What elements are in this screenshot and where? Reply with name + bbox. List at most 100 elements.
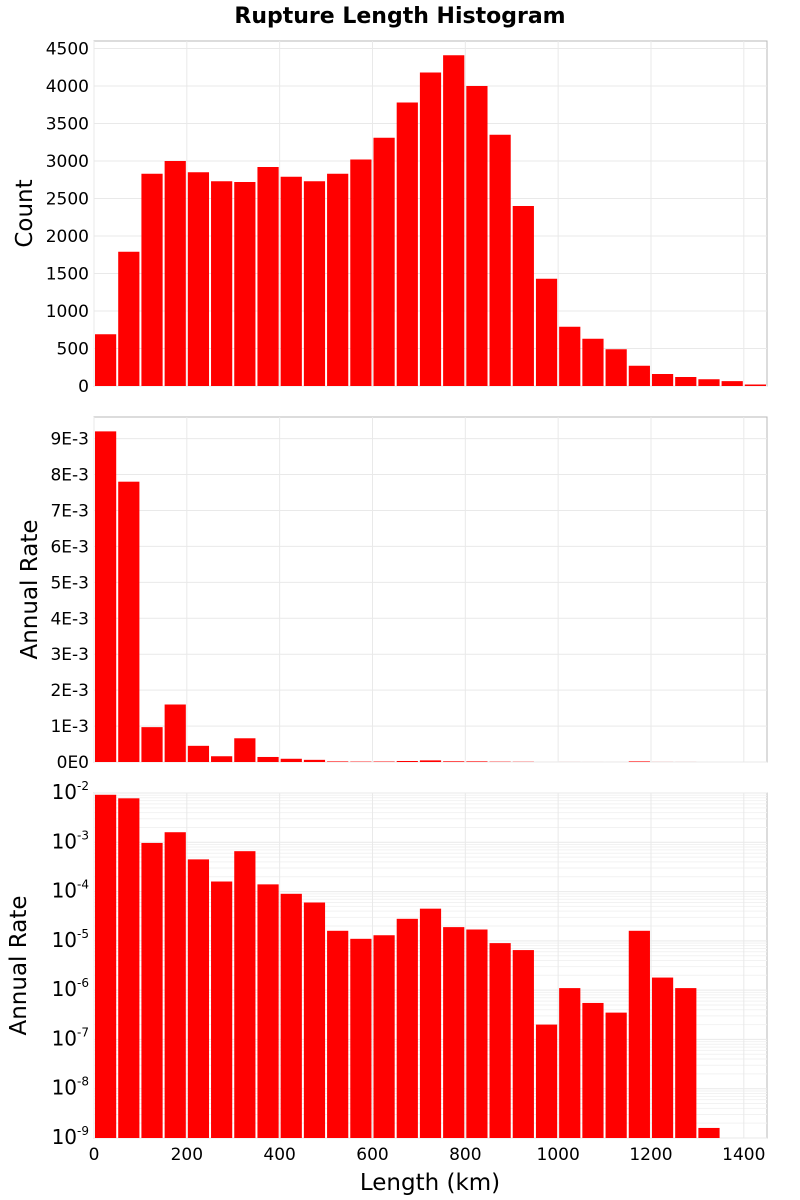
y-tick-label-annual-rate-log: 10-4 — [52, 878, 89, 903]
y-tick-label-annual-rate-log: 10-9 — [52, 1124, 89, 1149]
bar-count-950 — [535, 278, 558, 386]
bar-annual-rate-linear-200 — [187, 745, 210, 762]
bar-count-0 — [95, 334, 117, 386]
bar-annual-rate-linear-50 — [118, 481, 140, 762]
bar-count-900 — [512, 206, 534, 386]
x-axis-label: Length (km) — [360, 1170, 500, 1196]
bar-count-650 — [396, 102, 418, 386]
y-tick-label-annual-rate-log: 10-5 — [52, 927, 89, 952]
bar-annual-rate-log-700 — [419, 908, 442, 1138]
chart-title: Rupture Length Histogram — [234, 4, 565, 29]
y-tick-label-count: 0 — [78, 377, 89, 397]
bar-annual-rate-log-1250 — [675, 988, 697, 1138]
bar-count-150 — [164, 161, 186, 386]
y-tick-label-annual-rate-linear: 2E-3 — [50, 681, 89, 701]
bar-annual-rate-linear-0 — [95, 431, 117, 762]
bar-annual-rate-linear-800 — [466, 761, 488, 762]
y-axis-label-annual-rate-linear: Annual Rate — [17, 520, 43, 660]
bar-annual-rate-log-450 — [303, 902, 326, 1138]
y-tick-label-annual-rate-linear: 7E-3 — [50, 501, 89, 521]
bar-count-600 — [373, 137, 395, 386]
y-axis-label-annual-rate-log: Annual Rate — [6, 896, 32, 1036]
bar-annual-rate-log-0 — [95, 794, 117, 1138]
y-tick-label-annual-rate-linear: 6E-3 — [50, 537, 89, 557]
bar-count-1000 — [559, 326, 581, 386]
bar-count-300 — [234, 182, 256, 386]
y-tick-label-annual-rate-linear: 4E-3 — [50, 609, 89, 629]
bar-annual-rate-log-1100 — [605, 1012, 627, 1138]
bar-count-1250 — [675, 377, 697, 386]
bar-annual-rate-linear-350 — [257, 756, 279, 762]
y-tick-label-annual-rate-linear: 9E-3 — [50, 430, 89, 450]
x-tick-label: 600 — [356, 1145, 388, 1165]
bar-count-250 — [211, 181, 233, 386]
y-tick-label-annual-rate-log: 10-3 — [52, 828, 89, 853]
bar-annual-rate-linear-750 — [443, 761, 465, 762]
x-tick-label: 200 — [171, 1145, 203, 1165]
bar-annual-rate-linear-1150 — [628, 761, 650, 762]
bar-annual-rate-linear-650 — [396, 760, 418, 762]
bar-count-750 — [443, 55, 465, 386]
x-tick-label: 1200 — [629, 1145, 672, 1165]
bar-annual-rate-log-950 — [535, 1024, 558, 1138]
bar-count-450 — [303, 181, 326, 386]
x-tick-label: 400 — [263, 1145, 295, 1165]
bar-count-100 — [141, 173, 163, 386]
bar-annual-rate-log-250 — [211, 881, 233, 1138]
bar-annual-rate-log-500 — [327, 930, 349, 1138]
bar-annual-rate-log-300 — [234, 851, 256, 1138]
bar-annual-rate-log-600 — [373, 935, 395, 1138]
y-tick-label-annual-rate-linear: 0E0 — [57, 753, 89, 773]
bar-count-200 — [187, 172, 210, 386]
bar-count-350 — [257, 167, 279, 386]
bar-annual-rate-log-200 — [187, 859, 210, 1138]
bar-count-800 — [466, 86, 488, 386]
x-tick-label: 1000 — [537, 1145, 580, 1165]
bar-annual-rate-log-850 — [489, 943, 511, 1138]
bar-annual-rate-log-150 — [164, 832, 186, 1138]
plot-area-annual-rate-linear — [93, 416, 768, 763]
bar-annual-rate-log-650 — [396, 918, 418, 1138]
bar-count-1050 — [582, 338, 604, 386]
bar-annual-rate-log-1300 — [698, 1127, 720, 1138]
bar-annual-rate-log-100 — [141, 842, 163, 1138]
bar-count-1300 — [698, 379, 720, 386]
bar-count-550 — [350, 159, 372, 386]
bar-count-50 — [118, 251, 140, 386]
panel-count: 0 500 1000 1500 2000 2500 3000 3500 4000 4500 Coun… — [12, 40, 768, 397]
y-tick-label-count: 3500 — [46, 115, 89, 135]
bar-count-1200 — [651, 374, 674, 386]
bar-annual-rate-log-1150 — [628, 930, 650, 1138]
bar-annual-rate-log-1000 — [559, 988, 581, 1138]
x-tick-label: 800 — [449, 1145, 481, 1165]
y-tick-label-count: 500 — [57, 340, 89, 360]
bar-annual-rate-linear-150 — [164, 704, 186, 762]
bar-annual-rate-log-50 — [118, 798, 140, 1138]
y-tick-label-count: 3000 — [46, 152, 89, 172]
bar-annual-rate-log-1200 — [651, 977, 674, 1138]
y-tick-label-count: 1000 — [46, 302, 89, 322]
bar-count-500 — [327, 173, 349, 386]
bar-count-850 — [489, 134, 511, 386]
y-tick-label-annual-rate-linear: 5E-3 — [50, 573, 89, 593]
y-tick-label-annual-rate-log: 10-2 — [52, 779, 89, 804]
panel-annual-rate-log: 10-2 10-3 10-4 10-5 10-6 10-7 10-8 10-9 Annual R… — [6, 779, 768, 1149]
bar-annual-rate-linear-250 — [211, 756, 233, 762]
y-tick-label-annual-rate-log: 10-7 — [52, 1025, 89, 1050]
bar-annual-rate-log-550 — [350, 938, 372, 1138]
y-tick-label-annual-rate-linear: 3E-3 — [50, 645, 89, 665]
bar-annual-rate-linear-700 — [419, 760, 442, 762]
y-tick-label-annual-rate-log: 10-8 — [52, 1075, 89, 1100]
bar-annual-rate-log-800 — [466, 929, 488, 1138]
bar-count-1400 — [744, 384, 766, 386]
bar-annual-rate-log-350 — [257, 884, 279, 1138]
x-tick-label: 0 — [89, 1145, 100, 1165]
bar-annual-rate-log-400 — [280, 893, 302, 1138]
bar-annual-rate-linear-450 — [303, 759, 326, 762]
y-tick-label-count: 2500 — [46, 190, 89, 210]
bar-annual-rate-log-1050 — [582, 1002, 604, 1138]
panel-annual-rate-linear: 0E0 1E-3 2E-3 3E-3 4E-3 5E-3 6E-3 7E-3 8E-3 9E-3 A… — [17, 416, 768, 773]
bar-annual-rate-linear-400 — [280, 758, 302, 762]
y-tick-label-count: 4500 — [46, 40, 89, 60]
